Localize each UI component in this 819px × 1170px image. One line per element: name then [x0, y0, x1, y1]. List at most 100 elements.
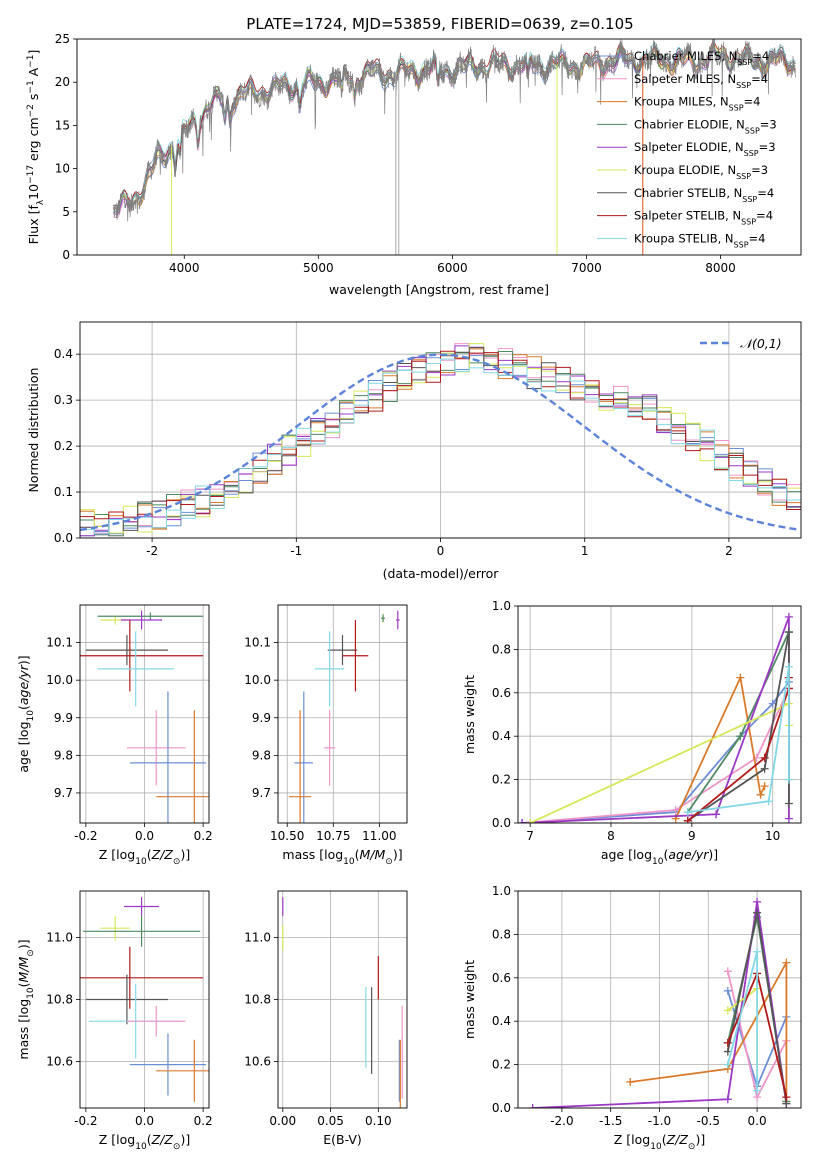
x-axis-label: mass [log10(M/M⊙)]	[282, 847, 402, 867]
y-tick-label: 0.8	[492, 642, 511, 656]
y-tick-label: 10.0	[46, 673, 73, 687]
label-part: ⊙	[173, 857, 181, 867]
label-part: Flux [f	[26, 205, 41, 245]
plot-area	[80, 897, 209, 1102]
y-tick-label: 9.8	[54, 748, 73, 762]
y-tick-label: 0.0	[492, 816, 511, 830]
y-tick-label: 10	[55, 162, 70, 176]
y-tick-label: 0	[62, 248, 70, 262]
axes-frame	[517, 605, 802, 824]
legend-text: =4	[751, 72, 768, 86]
weight-point	[723, 1095, 732, 1104]
weight-point	[753, 897, 762, 906]
mass-vs-metallicity-panel: -0.2 0.0 0.210.610.811.0Z [log10(Z/Z⊙)]mas…	[16, 890, 213, 1152]
label-part: )]	[180, 1132, 190, 1147]
y-tick-label: 10.0	[244, 673, 271, 687]
y-tick-label: 9.9	[252, 711, 271, 725]
x-tick-label: 11.00	[362, 829, 396, 843]
label-part: ]	[26, 50, 41, 55]
weight-point	[784, 662, 793, 671]
plot-area	[80, 610, 209, 823]
label-part: )]	[16, 939, 31, 949]
x-axis-label: wavelength [Angstrom, rest frame]	[329, 282, 549, 297]
x-tick-label: -0.2	[74, 1114, 97, 1128]
legend-text: =3	[751, 163, 768, 177]
y-tick-label: 0.4	[492, 1014, 511, 1028]
x-tick-label: 5000	[303, 261, 334, 275]
label-part: 10	[343, 857, 355, 867]
y-tick-label: 0.8	[492, 927, 511, 941]
y-tick-label: 0.3	[54, 393, 73, 407]
weight-point	[723, 1038, 732, 1047]
weight-point	[526, 819, 535, 823]
weight-line	[727, 987, 758, 1012]
y-tick-label: 0.0	[492, 1101, 511, 1115]
weight-point	[528, 1104, 537, 1108]
x-tick-label: -2.0	[550, 1114, 573, 1128]
weight-point	[683, 808, 692, 817]
weight-point	[753, 1086, 762, 1095]
label-part: ⊙	[688, 1142, 696, 1152]
y-tick-label: 9.8	[252, 748, 271, 762]
label-part: (	[355, 847, 360, 862]
label-part: (	[663, 847, 668, 862]
weight-point	[683, 816, 692, 823]
label-part: ⊙	[173, 1142, 181, 1152]
label-part: )]	[16, 655, 31, 665]
label-part: ⊙	[26, 949, 36, 957]
y-axis-label: Flux [fλ10−17 erg cm−2 s−1 A−1]	[26, 50, 46, 245]
x-tick-label: 7000	[571, 261, 602, 275]
label-part: (data-model)/error	[383, 566, 500, 581]
y-tick-label: 0.4	[492, 729, 511, 743]
y-axis-label: mass weight	[462, 675, 477, 754]
weight-point	[756, 790, 765, 799]
label-part: 10	[135, 857, 147, 867]
weight-point	[782, 1093, 791, 1102]
y-tick-label: 11.0	[244, 931, 271, 945]
x-tick-label: -0.5	[697, 1114, 720, 1128]
y-tick-label: 20	[55, 75, 70, 89]
histogram-steps	[80, 350, 801, 529]
x-axis-label: Z [log10(Z/Z⊙)]	[99, 1132, 190, 1152]
x-tick-label: 7	[526, 829, 534, 843]
x-tick-label: 0.00	[269, 1114, 296, 1128]
label-part: −1	[26, 80, 36, 93]
legend-sub: SSP	[737, 58, 752, 67]
x-tick-label: 2	[725, 544, 733, 558]
weight-line	[687, 677, 790, 822]
legend-text: =4	[757, 186, 774, 200]
legend-text: =4	[749, 231, 766, 245]
legend-label: Salpeter ELODIE, NSSP=3	[634, 140, 776, 158]
plot-area	[289, 610, 400, 823]
plot-area	[528, 897, 791, 1108]
weight-vs-metallicity-panel: -2.0 -1.5 -1.0 -0.5 0.0 0.0 0.2 0.4 0.6 0.8 1.0 Z […	[462, 884, 802, 1152]
x-tick-label: -0.2	[74, 829, 97, 843]
label-part: Normed distribution	[26, 368, 41, 493]
label-part: age [log	[601, 847, 652, 862]
label-part: Z [log	[99, 847, 135, 862]
legend-label: Chabrier ELODIE, NSSP=3	[634, 117, 777, 135]
legend-label: Chabrier STELIB, NSSP=4	[634, 186, 774, 204]
weight-point	[784, 799, 793, 808]
y-tick-label: 0.2	[492, 773, 511, 787]
label-part: −1	[26, 55, 36, 68]
weight-point	[782, 958, 791, 967]
x-tick-label: 1	[581, 544, 589, 558]
y-axis-label: age [log10(age/yr)]	[16, 655, 36, 772]
legend-label: 𝒩(0,1)	[740, 336, 782, 351]
legend-text: Chabrier STELIB, N	[634, 186, 742, 200]
weight-point	[723, 1006, 732, 1015]
y-tick-label: 0.2	[492, 1058, 511, 1072]
weight-point	[760, 782, 769, 791]
legend-text: Salpeter MILES, N	[634, 72, 736, 86]
y-tick-label: 10.6	[244, 1055, 271, 1069]
y-tick-label: 10.6	[46, 1055, 73, 1069]
weight-point	[753, 908, 762, 917]
y-tick-label: 0.6	[492, 971, 511, 985]
label-part: )]	[393, 847, 403, 862]
label-part: M/M	[360, 847, 386, 862]
weight-point	[723, 1060, 732, 1069]
legend-label: Salpeter MILES, NSSP=4	[634, 72, 768, 90]
